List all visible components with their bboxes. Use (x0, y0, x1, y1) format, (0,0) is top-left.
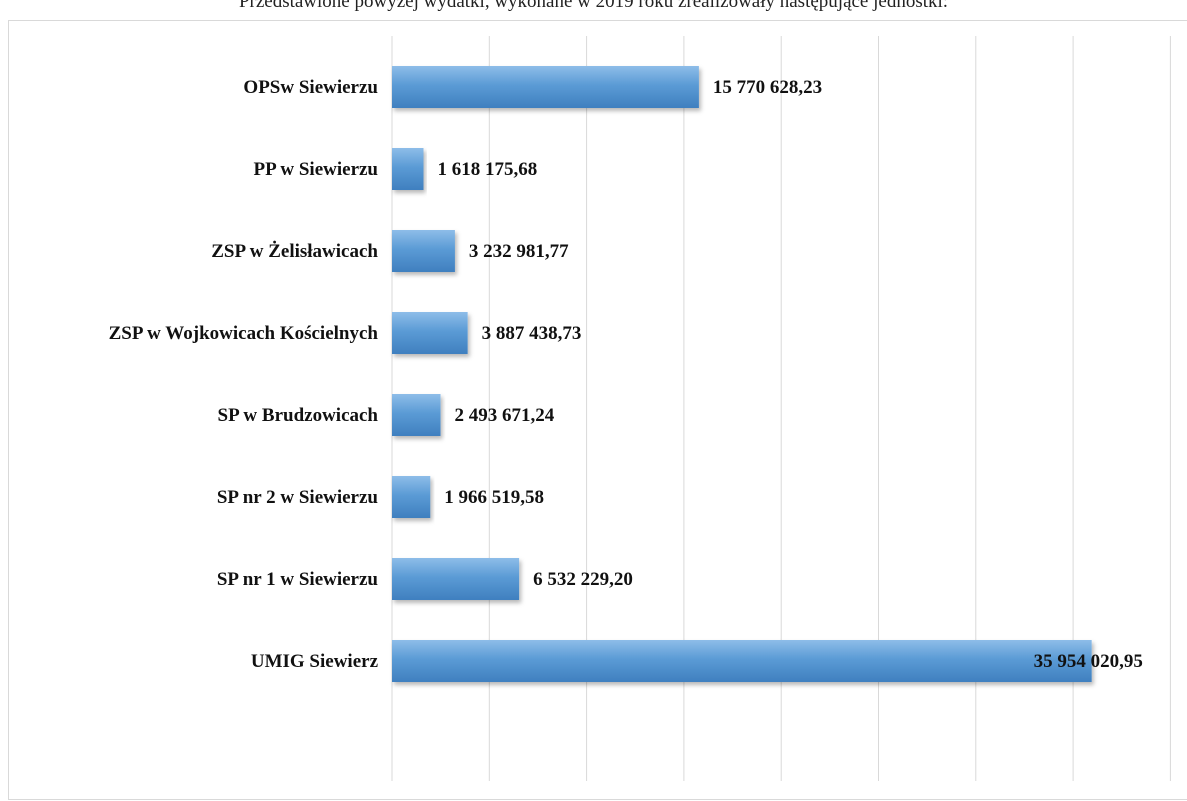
bar (392, 476, 431, 518)
category-label: ZSP w Wojkowicach Kościelnych (109, 323, 379, 344)
data-labels: 15 770 628,23 1 618 175,68 3 232 981,77 3 8… (437, 77, 1142, 672)
category-label: SP nr 2 w Siewierzu (217, 487, 379, 508)
data-label: 6 532 229,20 (533, 569, 633, 590)
data-label: 35 954 020,95 (1034, 651, 1143, 672)
bar (392, 640, 1092, 682)
category-label: PP w Siewierzu (253, 159, 378, 180)
bar (392, 230, 455, 272)
category-label: OPSw Siewierzu (243, 77, 378, 98)
chart-frame: OPSw Siewierzu PP w Siewierzu ZSP w Żelisł… (8, 20, 1187, 800)
data-label: 1 618 175,68 (437, 159, 537, 180)
data-label: 1 966 519,58 (444, 487, 544, 508)
category-label: SP w Brudzowicach (218, 405, 379, 426)
data-label: 3 887 438,73 (482, 323, 582, 344)
category-label: ZSP w Żelisławicach (211, 241, 378, 262)
bar (392, 312, 468, 354)
chart-caption: Przedstawione powyżej wydatki, wykonane … (238, 0, 949, 12)
category-label: UMIG Siewierz (251, 651, 379, 672)
data-label: 2 493 671,24 (455, 405, 555, 426)
gridlines (391, 36, 1171, 781)
bars (392, 66, 1092, 682)
data-label: 3 232 981,77 (469, 241, 569, 262)
category-labels: OPSw Siewierzu PP w Siewierzu ZSP w Żelisł… (109, 77, 379, 672)
bar (392, 558, 520, 600)
data-label: 15 770 628,23 (713, 77, 822, 98)
category-label: SP nr 1 w Siewierzu (217, 569, 379, 590)
bar (392, 394, 441, 436)
bar-chart: OPSw Siewierzu PP w Siewierzu ZSP w Żelisł… (109, 36, 1171, 781)
bar (392, 148, 424, 190)
bar (392, 66, 699, 108)
